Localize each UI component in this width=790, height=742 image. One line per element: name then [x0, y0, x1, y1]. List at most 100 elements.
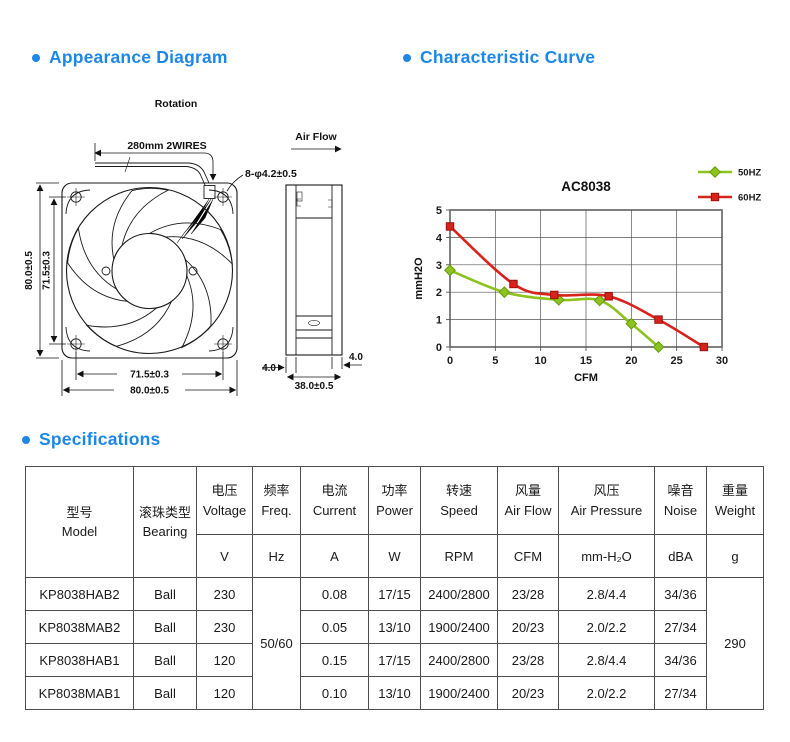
series-60hz — [445, 222, 709, 352]
cell-voltage: 230 — [196, 577, 253, 611]
curve-section-title: Characteristic Curve — [403, 47, 595, 68]
hole-leader-line — [226, 174, 244, 192]
unit-speed: RPM — [420, 534, 498, 578]
grid-lines — [446, 209, 723, 351]
wire-dimension — [94, 143, 217, 181]
y-tick-label: 4 — [436, 232, 443, 244]
cell-speed: 2400/2800 — [420, 643, 498, 677]
cell-airflow: 20/23 — [497, 610, 559, 644]
cell-pressure: 2.0/2.2 — [558, 610, 655, 644]
unit-noise: dBA — [654, 534, 707, 578]
table-row: KP8038MAB1 Ball 120 0.10 13/10 1900/2400 20/23… — [25, 676, 764, 710]
side-dim-depth: 38.0±0.5 — [295, 381, 334, 392]
side-dim-left: 4.0 — [262, 363, 276, 374]
bullet-icon — [22, 435, 30, 444]
x-tick-label: 15 — [580, 355, 592, 367]
characteristic-curve-chart: AC8038 mmH2O CFM 0 5 10 15 20 25 30 0 1 2 3 4 5 50HZ 6… — [413, 166, 761, 384]
cell-weight: 290 — [706, 577, 764, 710]
fan-front-view — [53, 177, 238, 359]
cell-speed: 1900/2400 — [420, 610, 498, 644]
unit-freq-: Hz — [252, 534, 301, 578]
rotation-label: Rotation — [155, 98, 198, 110]
spec-table: 型号 Model 滚珠类型 Bearing 电压 Voltage 频率 Freq. 电流 Curr… — [25, 466, 764, 710]
header-power: 功率 Power — [368, 466, 421, 535]
cell-airflow: 23/28 — [497, 577, 559, 611]
y-tick-label: 0 — [436, 342, 442, 354]
cell-current: 0.15 — [300, 643, 369, 677]
specs-section-title: Specifications — [22, 429, 160, 450]
header-speed: 转速 Speed — [420, 466, 498, 535]
bullet-icon — [403, 53, 411, 62]
cell-current: 0.08 — [300, 577, 369, 611]
cell-bearing: Ball — [133, 643, 197, 677]
x-tick-label: 10 — [535, 355, 547, 367]
header-bearing: 滚珠类型 Bearing — [133, 466, 197, 578]
header-current: 电流 Current — [300, 466, 369, 535]
cell-current: 0.10 — [300, 676, 369, 710]
cell-speed: 2400/2800 — [420, 577, 498, 611]
header-model: 型号 Model — [25, 466, 134, 578]
dim-width-outer: 80.0±0.5 — [130, 386, 169, 397]
cell-model: KP8038MAB1 — [25, 676, 134, 710]
cell-noise: 34/36 — [654, 643, 707, 677]
dim-height-inner: 71.5±0.3 — [42, 251, 53, 290]
unit-current: A — [300, 534, 369, 578]
header-noise: 噪音 Noise — [654, 466, 707, 535]
fan-side-view — [285, 184, 343, 356]
unit-voltage: V — [196, 534, 253, 578]
bullet-icon — [32, 53, 40, 62]
x-tick-label: 20 — [625, 355, 637, 367]
unit-air-flow: CFM — [497, 534, 559, 578]
dim-height-outer: 80.0±0.5 — [24, 251, 35, 290]
cell-power: 13/10 — [368, 610, 421, 644]
cell-model: KP8038MAB2 — [25, 610, 134, 644]
appearance-section-title: Appearance Diagram — [32, 47, 228, 68]
curve-title-text: Characteristic Curve — [420, 47, 596, 67]
airflow-label: Air Flow — [295, 131, 337, 143]
front-dimensions: 80.0±0.5 71.5±0.3 71.5±0.3 80.0±0.5 — [24, 182, 238, 397]
x-tick-label: 25 — [671, 355, 683, 367]
header-air-pressure: 风压 Air Pressure — [558, 466, 655, 535]
table-row: KP8038MAB2 Ball 230 0.05 13/10 1900/2400 20/23… — [25, 610, 764, 644]
appearance-title-text: Appearance Diagram — [49, 47, 228, 67]
cell-bearing: Ball — [133, 577, 197, 611]
cell-voltage: 120 — [196, 676, 253, 710]
cell-power: 17/15 — [368, 577, 421, 611]
spec-table-body: KP8038HAB2 Ball 230 50/60 0.08 17/15 2400/2800… — [25, 577, 764, 710]
x-tick-label: 0 — [447, 355, 453, 367]
chart-ylabel: mmH2O — [413, 257, 425, 300]
cell-noise: 27/34 — [654, 676, 707, 710]
cell-voltage: 230 — [196, 610, 253, 644]
cell-bearing: Ball — [133, 610, 197, 644]
cell-airflow: 23/28 — [497, 643, 559, 677]
header-weight: 重量 Weight — [706, 466, 764, 535]
cell-bearing: Ball — [133, 676, 197, 710]
side-dim-right: 4.0 — [349, 352, 363, 363]
cell-pressure: 2.0/2.2 — [558, 676, 655, 710]
unit-air-pressure: mm-H₂O — [558, 534, 655, 578]
cell-model: KP8038HAB1 — [25, 643, 134, 677]
cell-freq: 50/60 — [252, 577, 301, 710]
cell-current: 0.05 — [300, 610, 369, 644]
chart-legend: 50HZ 60HZ — [698, 166, 761, 204]
chart-title: AC8038 — [561, 179, 611, 194]
cell-pressure: 2.8/4.4 — [558, 643, 655, 677]
table-row: KP8038HAB1 Ball 120 0.15 17/15 2400/2800 23/28… — [25, 643, 764, 677]
cell-noise: 34/36 — [654, 577, 707, 611]
cell-pressure: 2.8/4.4 — [558, 577, 655, 611]
y-tick-label: 3 — [436, 260, 442, 272]
legend-label: 50HZ — [738, 168, 761, 179]
cell-airflow: 20/23 — [497, 676, 559, 710]
wire-length-label: 280mm 2WIRES — [127, 140, 206, 152]
x-tick-label: 30 — [716, 355, 728, 367]
header-voltage: 电压 Voltage — [196, 466, 253, 535]
table-row: KP8038HAB2 Ball 230 50/60 0.08 17/15 2400/2800… — [25, 577, 764, 710]
unit-weight: g — [706, 534, 764, 578]
side-dimensions: 4.0 4.0 38.0±0.5 — [262, 352, 363, 392]
y-tick-label: 2 — [436, 287, 442, 299]
appearance-diagram: Rotation 280mm 2WIRES 8-φ4.2±0.5 Air Flo… — [24, 98, 363, 397]
mount-hole-label: 8-φ4.2±0.5 — [245, 168, 297, 180]
cell-model: KP8038HAB2 — [25, 577, 134, 611]
header-freq-: 频率 Freq. — [252, 466, 301, 535]
cell-power: 13/10 — [368, 676, 421, 710]
